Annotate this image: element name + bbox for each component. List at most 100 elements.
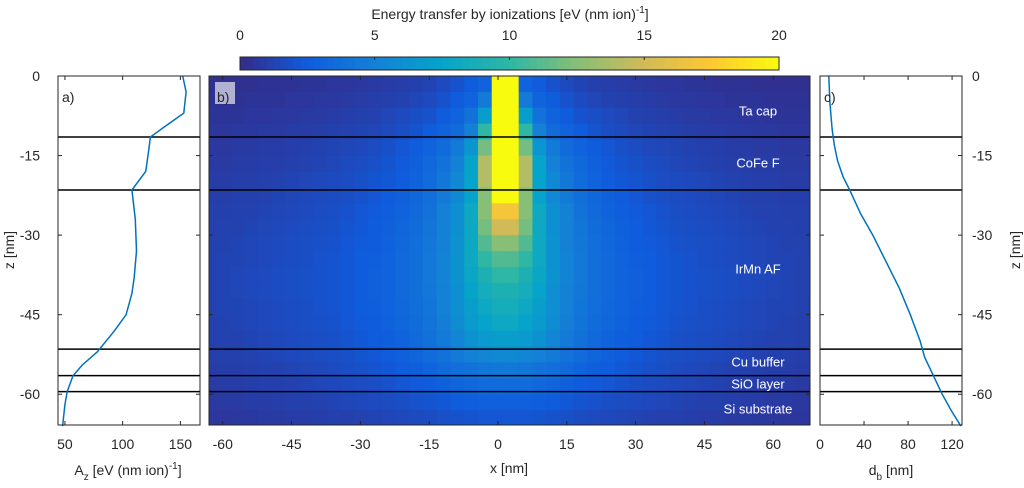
heatmap-cell [587,203,602,220]
heatmap-cell [587,266,602,284]
heatmap-cell [394,171,410,188]
heatmap-cell [270,219,286,236]
heatmap-cell [628,235,644,252]
heatmap-cell [477,123,492,141]
heatmap-cell [670,76,685,93]
heatmap-cell [257,410,272,425]
heatmap-cell [725,91,740,109]
heatmap-cell [229,410,245,425]
heatmap-cell [725,410,740,425]
heatmap-cell [587,394,602,411]
heatmap-cell [284,394,300,411]
heatmap-cell [243,394,258,411]
colorbar-segment [597,57,605,70]
heatmap-cell [807,410,810,425]
heatmap-cell [188,378,202,395]
heatmap-cell [270,251,286,268]
layer-label: CoFe F [736,155,779,170]
colorbar-segment [293,57,302,70]
heatmap-cell [408,378,423,395]
heatmap-cell [298,410,313,425]
heatmap-cell [394,235,410,252]
heatmap-cell [601,394,616,411]
heatmap-cell [422,251,437,268]
heatmap-cell [339,91,355,109]
heatmap-cell [738,266,754,284]
heatmap-cell [243,91,258,109]
colorbar-segment [671,57,679,70]
heatmap-cell [697,171,712,188]
heatmap-cell [615,346,630,364]
heatmap-cell [683,282,699,300]
heatmap-cell [601,362,616,379]
heatmap-cell [546,282,561,300]
heatmap-cell [683,76,699,93]
heatmap-cell [257,171,272,188]
layer-label: Ta cap [739,103,777,118]
heatmap-cell [298,91,313,109]
heatmap-cell [463,76,478,93]
heatmap-cell [559,330,575,348]
heatmap-cell [298,251,313,268]
heatmap-cell [670,346,685,364]
panel-label-c: c) [824,89,836,105]
heatmap-cell [477,155,492,173]
heatmap-cell [587,139,602,157]
heatmap-cell [325,203,341,220]
heatmap-cell [463,203,478,220]
heatmap-cell [422,235,437,252]
heatmap-cell [738,410,754,425]
heatmap-cell [628,266,644,284]
heatmap-cell [559,107,575,125]
heatmap-cell [367,410,382,425]
heatmap-cell [766,76,781,93]
heatmap-cell [504,203,520,220]
heatmap-cell [367,235,382,252]
heatmap-cell [697,266,712,284]
heatmap-cell [325,394,341,411]
heatmap-cell [697,251,712,268]
heatmap-cell [532,76,547,93]
heatmap-cell [243,251,258,268]
heatmap-cell [766,139,781,157]
heatmap-cell [559,282,575,300]
colorbar-segment [731,57,740,70]
heatmap-cell [711,282,726,300]
heatmap-cell [642,203,657,220]
heatmap-cell [683,378,699,395]
heatmap-cell [711,91,726,109]
heatmap-cell [491,91,506,109]
heatmap-cell [353,76,368,93]
heatmap-cell [780,362,795,379]
heatmap-cell [229,330,245,348]
heatmap-cell [381,235,396,252]
heatmap-cell [463,266,478,284]
heatmap-cell [780,187,795,204]
heatmap-cell [215,203,231,220]
heatmap-cell [683,91,699,109]
heatmap-cell [670,123,685,141]
heatmap-cell [188,299,202,316]
heatmap-cell [738,330,754,348]
colorbar-segment [711,57,719,70]
heatmap-cell [188,251,202,268]
heatmap-cell [601,346,616,364]
heatmap-cell [325,378,341,395]
heatmap-cell [436,251,451,268]
heatmap-cell [601,171,616,188]
heatmap-cell [298,394,313,411]
heatmap-cell [587,298,602,316]
heatmap-cell [325,346,341,364]
heatmap-cell [257,76,272,93]
curve-a [61,75,187,427]
heatmap-cell [209,346,217,364]
heatmap-cell [463,219,478,236]
colorbar-segment [307,57,315,70]
heatmap-cell [215,251,231,268]
heatmap-cell [339,219,355,236]
heatmap-cell [656,76,671,93]
heatmap-cell [546,107,561,125]
heatmap-cell [325,107,341,125]
heatmap-cell [449,298,465,316]
heatmap-cell [780,139,795,157]
